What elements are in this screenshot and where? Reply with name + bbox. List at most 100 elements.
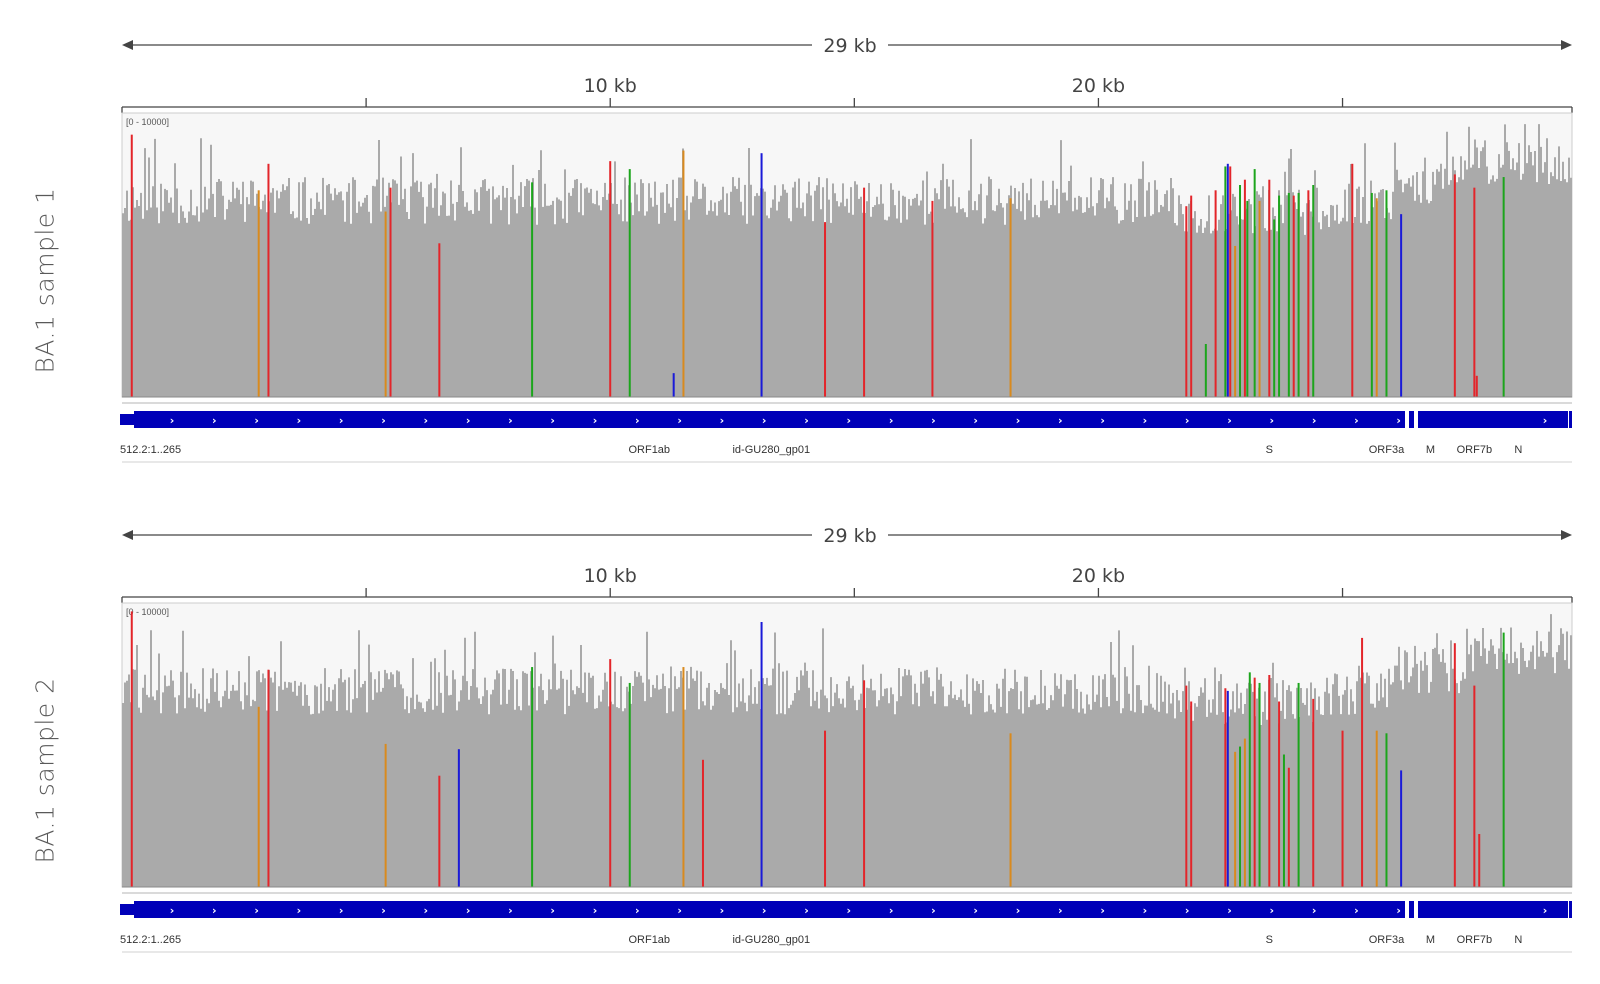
- coverage-track: [0 - 10000]: [121, 112, 1573, 398]
- variant-bar: [1224, 688, 1227, 887]
- variant-bar: [1400, 214, 1403, 397]
- variant-bar: [1282, 754, 1285, 887]
- span-label: 29 kb: [823, 35, 876, 57]
- variant-bar: [1239, 185, 1242, 397]
- chevron-right-icon: ›: [297, 414, 302, 427]
- variant-bar: [1258, 200, 1261, 397]
- variant-bar: [1009, 198, 1012, 397]
- chevron-right-icon: ›: [424, 414, 429, 427]
- gene-label: S: [1266, 934, 1273, 946]
- variant-bar: [1370, 192, 1373, 397]
- chevron-right-icon: ›: [1016, 414, 1021, 427]
- coverage-histogram: [122, 124, 1572, 397]
- chevron-right-icon: ›: [170, 904, 175, 917]
- chevron-right-icon: ›: [973, 904, 978, 917]
- chevron-right-icon: ›: [720, 414, 725, 427]
- variant-bar: [384, 211, 387, 397]
- variant-bar: [1473, 685, 1476, 887]
- variant-bar: [257, 706, 260, 887]
- variant-bar: [1478, 834, 1481, 887]
- gene-label: M: [1426, 934, 1435, 946]
- variant-bar: [1009, 733, 1012, 887]
- chevron-right-icon: ›: [381, 904, 386, 917]
- chevron-right-icon: ›: [508, 414, 513, 427]
- chevron-right-icon: ›: [1185, 414, 1190, 427]
- ruler-tick-label: 10 kb: [584, 565, 637, 587]
- gene-label: id-GU280_gp01: [732, 934, 810, 946]
- variant-bar: [130, 611, 133, 887]
- variant-bar: [682, 150, 685, 397]
- variant-bar: [1312, 185, 1315, 397]
- data-range-label: [0 - 10000]: [126, 117, 169, 127]
- chevron-right-icon: ›: [254, 414, 259, 427]
- variant-bar: [1307, 190, 1310, 397]
- gene-label: ORF7b: [1457, 444, 1492, 456]
- gene-feature-end: [1569, 411, 1572, 428]
- arrow-left-icon: [122, 530, 133, 540]
- variant-bar: [824, 222, 827, 397]
- variant-bar: [1292, 195, 1295, 397]
- chevron-right-icon: ›: [973, 414, 978, 427]
- gene-feature-end: [1569, 901, 1572, 918]
- chevron-right-icon: ›: [1312, 414, 1317, 427]
- variant-bar: [1278, 701, 1281, 887]
- variant-bar: [1341, 730, 1344, 887]
- gene-label: ORF1ab: [628, 934, 670, 946]
- chevron-right-icon: ›: [466, 414, 471, 427]
- variant-bar: [1224, 166, 1227, 397]
- span-arrow: 29 kb: [122, 35, 1572, 57]
- chevron-right-icon: ›: [677, 904, 682, 917]
- gene-label: N: [1514, 934, 1522, 946]
- variant-bar: [531, 667, 534, 887]
- chevron-right-icon: ›: [1270, 904, 1275, 917]
- chevron-right-icon: ›: [508, 904, 513, 917]
- ruler-tick-label: 20 kb: [1072, 565, 1125, 587]
- variant-bar: [609, 659, 612, 887]
- ruler: 10 kb 20 kb: [121, 75, 1573, 113]
- ruler-tick-label: 20 kb: [1072, 75, 1125, 97]
- chevron-right-icon: ›: [1227, 904, 1232, 917]
- chevron-right-icon: ›: [931, 414, 936, 427]
- variant-bar: [1243, 738, 1246, 887]
- variant-bar: [1375, 730, 1378, 887]
- chevron-right-icon: ›: [847, 414, 852, 427]
- variant-bar: [1229, 166, 1232, 397]
- variant-bar: [1400, 770, 1403, 887]
- variant-bar: [1243, 179, 1246, 397]
- chevron-right-icon: ›: [804, 414, 809, 427]
- ruler-tick-label: 10 kb: [584, 75, 637, 97]
- variant-bar: [672, 373, 675, 397]
- variant-bar: [267, 163, 270, 397]
- gene-label: ORF3a: [1369, 444, 1405, 456]
- gene-track: › › › › › › › › › › › › › › › › › › › › › › › › › › › › › › › 512.2:1..…: [120, 892, 1572, 953]
- variant-bar: [1361, 637, 1364, 887]
- variant-bar: [267, 669, 270, 887]
- chevron-right-icon: ›: [1543, 904, 1548, 917]
- gene-feature-utr: [120, 904, 134, 915]
- variant-bar: [628, 169, 631, 397]
- variant-bar: [384, 743, 387, 887]
- chevron-right-icon: ›: [1396, 904, 1401, 917]
- chevron-right-icon: ›: [1100, 904, 1105, 917]
- variant-bar: [1287, 767, 1290, 887]
- variant-bar: [1190, 701, 1193, 887]
- variant-bar: [863, 680, 866, 887]
- variant-bar: [1253, 169, 1256, 397]
- chevron-right-icon: ›: [1270, 414, 1275, 427]
- variant-bar: [1475, 375, 1478, 397]
- gene-label: N: [1514, 444, 1522, 456]
- chevron-right-icon: ›: [339, 904, 344, 917]
- chevron-right-icon: ›: [1016, 904, 1021, 917]
- variant-bar: [682, 667, 685, 887]
- arrow-right-icon: [1561, 40, 1572, 50]
- variant-bar: [1385, 190, 1388, 397]
- sample-panel-1: BA.1 sample 1 29 kb 10 kb 20 kb [0 - 10000]…: [0, 0, 1600, 470]
- variant-bar: [1204, 344, 1207, 397]
- gene-label: id-GU280_gp01: [732, 444, 810, 456]
- variant-bar: [863, 187, 866, 397]
- gene-label: ORF7b: [1457, 934, 1492, 946]
- chevron-right-icon: ›: [424, 904, 429, 917]
- arrow-right-icon: [1561, 530, 1572, 540]
- chevron-right-icon: ›: [1543, 414, 1548, 427]
